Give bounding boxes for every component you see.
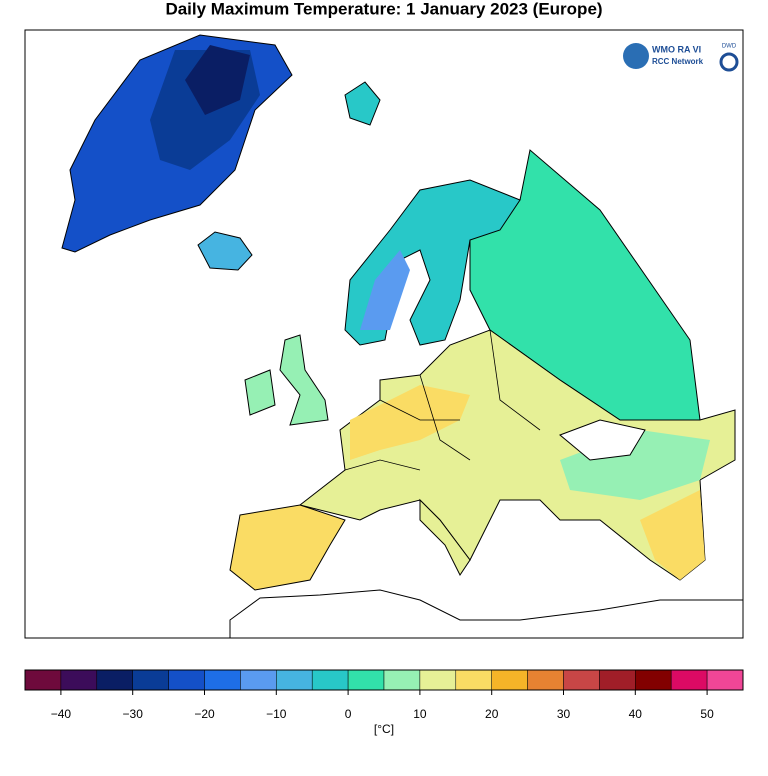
- svalbard: [344, 81, 381, 126]
- norway-cold: [360, 250, 410, 330]
- colorbar-bin: [563, 669, 600, 691]
- colorbar-bin: [670, 669, 708, 691]
- colorbar-tick-label: −40: [51, 707, 72, 721]
- map-title: Daily Maximum Temperature: 1 January 202…: [165, 0, 602, 18]
- colorbar-bin: [383, 669, 421, 691]
- colorbar-tick-label: 30: [557, 707, 571, 721]
- colorbar-bin: [311, 669, 349, 691]
- colorbar-bin: [527, 669, 564, 691]
- great-britain: [279, 334, 329, 426]
- colorbar-bin: [419, 669, 457, 691]
- colorbar-bin: [599, 669, 636, 691]
- black-sea: [559, 419, 646, 461]
- colorbar-bin: [706, 669, 744, 691]
- italy: [419, 498, 471, 576]
- wmo-emblem: [623, 43, 649, 69]
- map: WMO RA VI RCC Network DWD: [24, 29, 744, 639]
- iberia: [229, 504, 346, 591]
- colorbar-bin: [204, 669, 241, 691]
- colorbar-tick-label: 0: [345, 707, 352, 721]
- colorbar-frame: [24, 669, 744, 691]
- ireland: [244, 369, 276, 416]
- levant-warm: [640, 490, 705, 580]
- colorbar-tick-label: −20: [194, 707, 215, 721]
- colorbar: −40 −30 −20 −10 0 10 20 30 40 50: [24, 669, 744, 721]
- colorbar-bin: [455, 669, 492, 691]
- logo-network: RCC Network: [652, 57, 704, 66]
- logo-dwd: DWD: [722, 44, 737, 50]
- dwd-emblem: [719, 52, 739, 72]
- colorbar-tick-label: 40: [629, 707, 643, 721]
- iceland: [197, 231, 253, 271]
- logo-org: WMO RA VI: [652, 44, 701, 54]
- colorbar-bin: [276, 669, 313, 691]
- colorbar-tick-label: −10: [266, 707, 287, 721]
- colorbar-bin: [491, 669, 528, 691]
- colorbar-tick-label: 50: [700, 707, 714, 721]
- colorbar-tick-label: 10: [413, 707, 427, 721]
- greenland-core: [185, 45, 250, 115]
- colorbar-tick-label: −30: [123, 707, 144, 721]
- colorbar-bin: [635, 669, 672, 691]
- north-africa: [229, 589, 744, 639]
- colorbar-bin: [132, 669, 169, 691]
- borders: [344, 329, 541, 471]
- colorbar-bin: [240, 669, 277, 691]
- colorbar-bin: [347, 669, 385, 691]
- colorbar-bin: [60, 669, 98, 691]
- warm-region-west: [350, 385, 470, 460]
- colorbar-bin: [168, 669, 205, 691]
- colorbar-tick-label: 20: [485, 707, 499, 721]
- colorbar-bin: [24, 669, 62, 691]
- colorbar-bin: [96, 669, 133, 691]
- colorbar-unit: [°C]: [374, 722, 394, 736]
